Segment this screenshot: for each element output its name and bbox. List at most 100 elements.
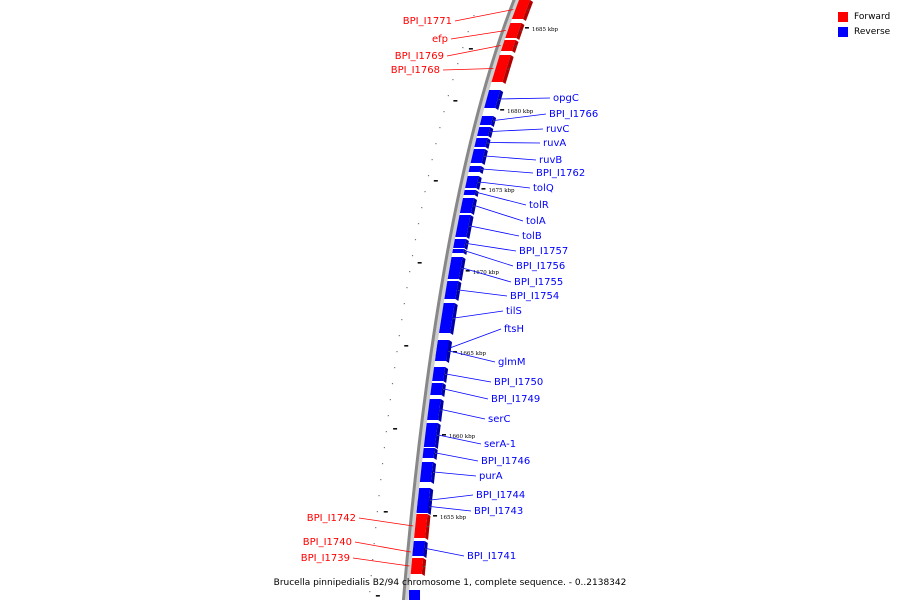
gene-label-pura: purA [479,471,503,482]
gene-label-tolq-leader [479,181,531,189]
gene-label-opgc-leader [499,97,551,100]
gene-label-bpi-i1756-leader [465,250,514,267]
reverse-gene-bpi-i1762-tick [481,169,484,170]
gene-label-bpi-i1744-leader [430,494,474,501]
kbp-tick-mark [524,27,529,29]
reverse-gene-bpi-i1741 [412,541,425,556]
minor-tick [401,319,403,321]
gene-label-ruvb-leader [485,155,537,161]
kbp-tick-mark [465,270,470,272]
reverse-gene-bpi-i1756-tick [464,251,467,252]
gene-label-ruva: ruvA [543,138,566,149]
reverse-gene-bpi-i1766 [479,116,494,125]
minor-tick [376,511,378,513]
forward-gene-bpi-i1771-tick [527,9,530,11]
reverse-gene-bpi-i1750 [432,367,446,381]
gene-label-serc-leader [441,409,486,420]
reverse-gene-sera-1-tick [437,435,440,436]
minor-tick [391,383,394,385]
forward-gene-bpi-i1769-tick [514,45,517,47]
gene-label-bpi-i1754-leader [458,289,508,297]
reverse-gene-ruva [474,138,488,147]
minor-tick [378,495,380,497]
forward-gene-bpi-i1771 [511,0,531,19]
gene-label-tola-leader [474,205,524,222]
minor-tick [414,239,417,241]
kbp-tick-label: 1670 kbp [473,270,500,276]
minor-tick [372,559,374,561]
chromosome-axis-shadow [402,0,520,600]
forward-gene-bpi-i1739 [410,558,424,574]
gene-label-bpi-i1739: BPI_I1739 [301,553,350,564]
reverse-gene-bpi-i1750-tick [445,374,448,375]
gene-label-bpi-i1769-leader [446,45,501,57]
gene-label-bpi-i1740: BPI_I1740 [303,537,352,548]
gene-label-bpi-i1746-leader [436,452,479,462]
reverse-gene-ruvb [470,149,485,163]
gene-label-bpi-i1754: BPI_I1754 [510,291,559,302]
reverse-gene-tils [439,303,455,333]
gene-label-tils-leader [454,310,504,319]
minor-tick [431,159,433,161]
kbp-tick-label: 1655 kbp [440,515,467,521]
minor-tick [403,303,405,305]
gene-label-bpi-i1757-leader [466,243,517,252]
gene-label-bpi-i1743: BPI_I1743 [474,506,523,517]
reverse-gene-opgc [484,90,501,108]
reverse-gene-fragment [409,590,421,600]
reverse-gene-ruvc [477,127,491,136]
minor-tick [389,399,391,401]
minor-tick [452,79,454,81]
major-tick [404,345,409,347]
reverse-gene-bpi-i1762 [468,166,481,172]
reverse-gene-bpi-i1766-tick [492,120,495,122]
gene-label-pura-leader [433,471,477,477]
minor-tick [467,31,469,33]
gene-label-ruvc-leader [491,128,544,132]
forward-gene-efp [505,23,522,38]
minor-tick [387,415,389,417]
minor-tick [396,351,398,353]
gene-label-ruvc: ruvC [546,124,569,135]
gene-label-ruvb: ruvB [539,155,562,166]
gene-label-tolq: tolQ [533,183,554,194]
reverse-gene-bpi-i1746-tick [435,453,438,454]
reverse-gene-pura-tick [432,472,435,473]
gene-label-bpi-i1742-leader [358,517,414,527]
reverse-gene-ruvc-tick [490,131,493,133]
kbp-tick-mark [500,109,505,111]
gene-label-ftsh-leader [449,328,502,349]
minor-tick [457,63,459,65]
minor-tick [439,127,441,129]
map-caption: Brucella pinnipedialis B2/94 chromosome … [273,578,627,588]
forward-swatch [838,11,848,22]
reverse-gene-bpi-i1757 [453,239,466,248]
minor-tick [443,111,445,113]
major-tick [375,595,380,597]
minor-tick [380,479,382,481]
gene-label-serc: serC [488,414,510,425]
gene-label-bpi-i1740-leader [354,541,411,553]
minor-tick [409,271,411,273]
gene-label-glmm: glmM [498,357,526,368]
reverse-gene-bpi-i1749 [430,383,443,395]
chromosome-axis [401,0,516,600]
gene-label-tolr-leader [477,192,527,206]
major-tick [393,428,398,430]
reverse-gene-bpi-i1741-tick [425,548,428,550]
gene-features [409,0,534,600]
kbp-ticks: 1685 kbp 1680 kbp 1675 kbp 1670 kbp 1665 kbp… [433,27,559,521]
major-tick [453,100,458,102]
reverse-gene-tolq-tick [478,182,481,183]
gene-label-bpi-i1757: BPI_I1757 [519,246,568,257]
gene-label-bpi-i1741-leader [425,548,465,557]
kbp-tick-mark [433,515,438,517]
reverse-swatch [838,26,848,37]
minor-tick [394,367,396,369]
gene-label-efp-leader [450,30,506,40]
minor-tick [383,447,386,449]
reverse-gene-bpi-i1746 [422,448,435,458]
kbp-tick-mark [452,351,457,353]
gene-label-bpi-i1768-leader [442,68,494,71]
